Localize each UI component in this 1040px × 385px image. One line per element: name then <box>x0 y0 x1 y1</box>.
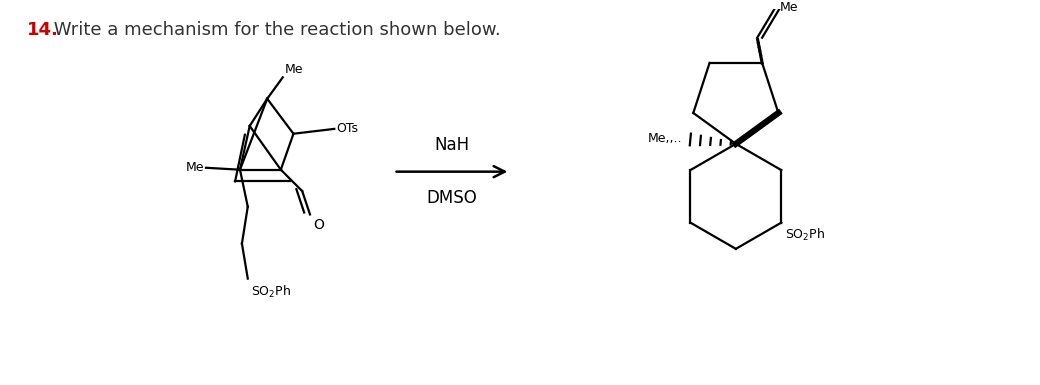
Text: OTs: OTs <box>336 122 358 136</box>
Text: Me,,..: Me,,.. <box>648 132 682 144</box>
Text: Me: Me <box>285 64 304 76</box>
Text: NaH: NaH <box>435 136 469 154</box>
Text: SO$_2$Ph: SO$_2$Ph <box>251 283 291 300</box>
Text: Me: Me <box>780 1 798 14</box>
Text: O: O <box>313 218 323 232</box>
Text: Me: Me <box>185 161 204 174</box>
Text: Write a mechanism for the reaction shown below.: Write a mechanism for the reaction shown… <box>49 21 501 39</box>
Text: 14.: 14. <box>27 21 59 39</box>
Text: DMSO: DMSO <box>426 189 477 207</box>
Text: SO$_2$Ph: SO$_2$Ph <box>785 226 826 243</box>
